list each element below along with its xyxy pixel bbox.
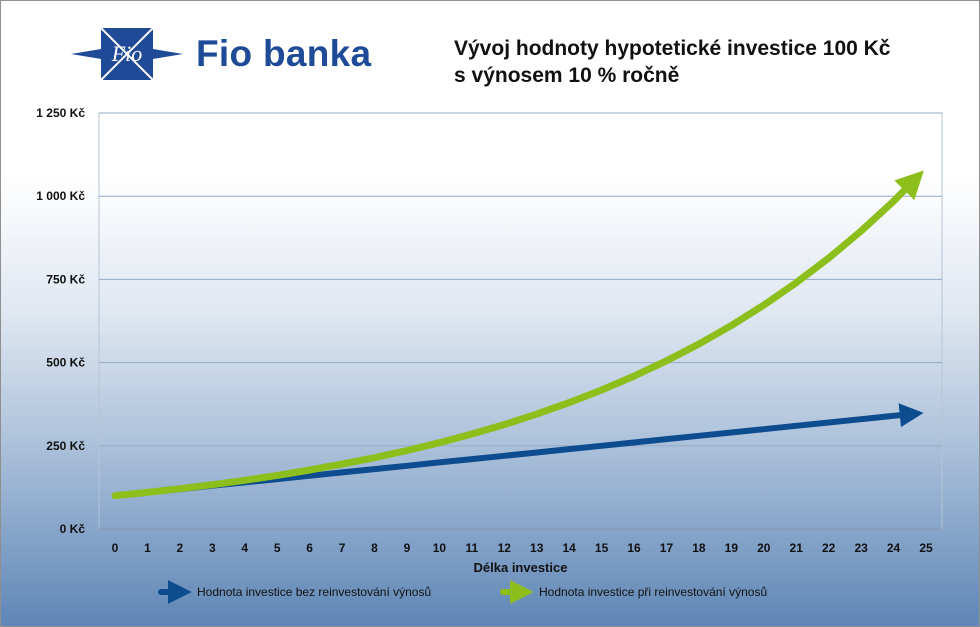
- x-tick-label: 0: [112, 541, 119, 555]
- y-tick-label: 1 250 Kč: [36, 106, 85, 120]
- x-tick-label: 18: [692, 541, 706, 555]
- legend: Hodnota investice bez reinvestování výno…: [158, 580, 767, 604]
- x-tick-label: 19: [725, 541, 739, 555]
- series-lines: [111, 170, 924, 500]
- x-tick-label: 23: [854, 541, 868, 555]
- x-tick-label: 17: [660, 541, 674, 555]
- x-tick-label: 5: [274, 541, 281, 555]
- bank-name: Fio banka: [196, 33, 372, 74]
- legend-label-simple: Hodnota investice bez reinvestování výno…: [197, 585, 431, 599]
- series-line-compound: [111, 170, 924, 500]
- fio-logo-icon: Fio: [71, 27, 183, 81]
- x-tick-label: 11: [465, 541, 478, 555]
- x-tick-label: 15: [595, 541, 609, 555]
- gridlines: [99, 112, 942, 530]
- x-tick-label: 13: [530, 541, 544, 555]
- y-axis-ticks: 0 Kč 250 Kč 500 Kč 750 Kč 1 000 Kč 1 250 Kč: [36, 106, 85, 536]
- x-tick-label: 24: [887, 541, 901, 555]
- logo-text: Fio: [111, 41, 143, 66]
- x-tick-label: 10: [433, 541, 447, 555]
- x-tick-label: 4: [241, 541, 248, 555]
- chart-title: Vývoj hodnoty hypotetické investice 100 …: [454, 35, 890, 89]
- x-tick-label: 20: [757, 541, 771, 555]
- chart-title-line-1: Vývoj hodnoty hypotetické investice 100 …: [454, 37, 891, 60]
- x-tick-label: 2: [177, 541, 184, 555]
- x-tick-label: 3: [209, 541, 216, 555]
- x-tick-label: 6: [306, 541, 313, 555]
- legend-label-compound: Hodnota investice při reinvestování výno…: [539, 585, 767, 599]
- y-tick-label: 0 Kč: [60, 522, 86, 536]
- x-axis-title: Délka investice: [474, 560, 568, 575]
- x-tick-label: 21: [790, 541, 804, 555]
- x-axis-ticks: 0 1 2 3 4 5 6 7 8 9 10 11 12 13 14 15 16 17 18 19 20 21 22 23 24…: [112, 541, 933, 555]
- x-tick-label: 14: [562, 541, 576, 555]
- x-tick-label: 25: [919, 541, 933, 555]
- x-tick-label: 12: [498, 541, 512, 555]
- x-tick-label: 22: [822, 541, 836, 555]
- x-tick-label: 1: [144, 541, 151, 555]
- y-tick-label: 500 Kč: [46, 356, 85, 370]
- x-tick-label: 7: [339, 541, 346, 555]
- y-tick-label: 250 Kč: [46, 439, 85, 453]
- plot-border: [98, 112, 943, 530]
- x-tick-label: 9: [404, 541, 411, 555]
- x-tick-label: 8: [371, 541, 378, 555]
- chart-title-line-2: s výnosem 10 % ročně: [454, 64, 680, 87]
- plot-area: [98, 112, 943, 530]
- y-tick-label: 750 Kč: [46, 272, 85, 286]
- x-tick-label: 16: [627, 541, 641, 555]
- y-tick-label: 1 000 Kč: [36, 189, 85, 203]
